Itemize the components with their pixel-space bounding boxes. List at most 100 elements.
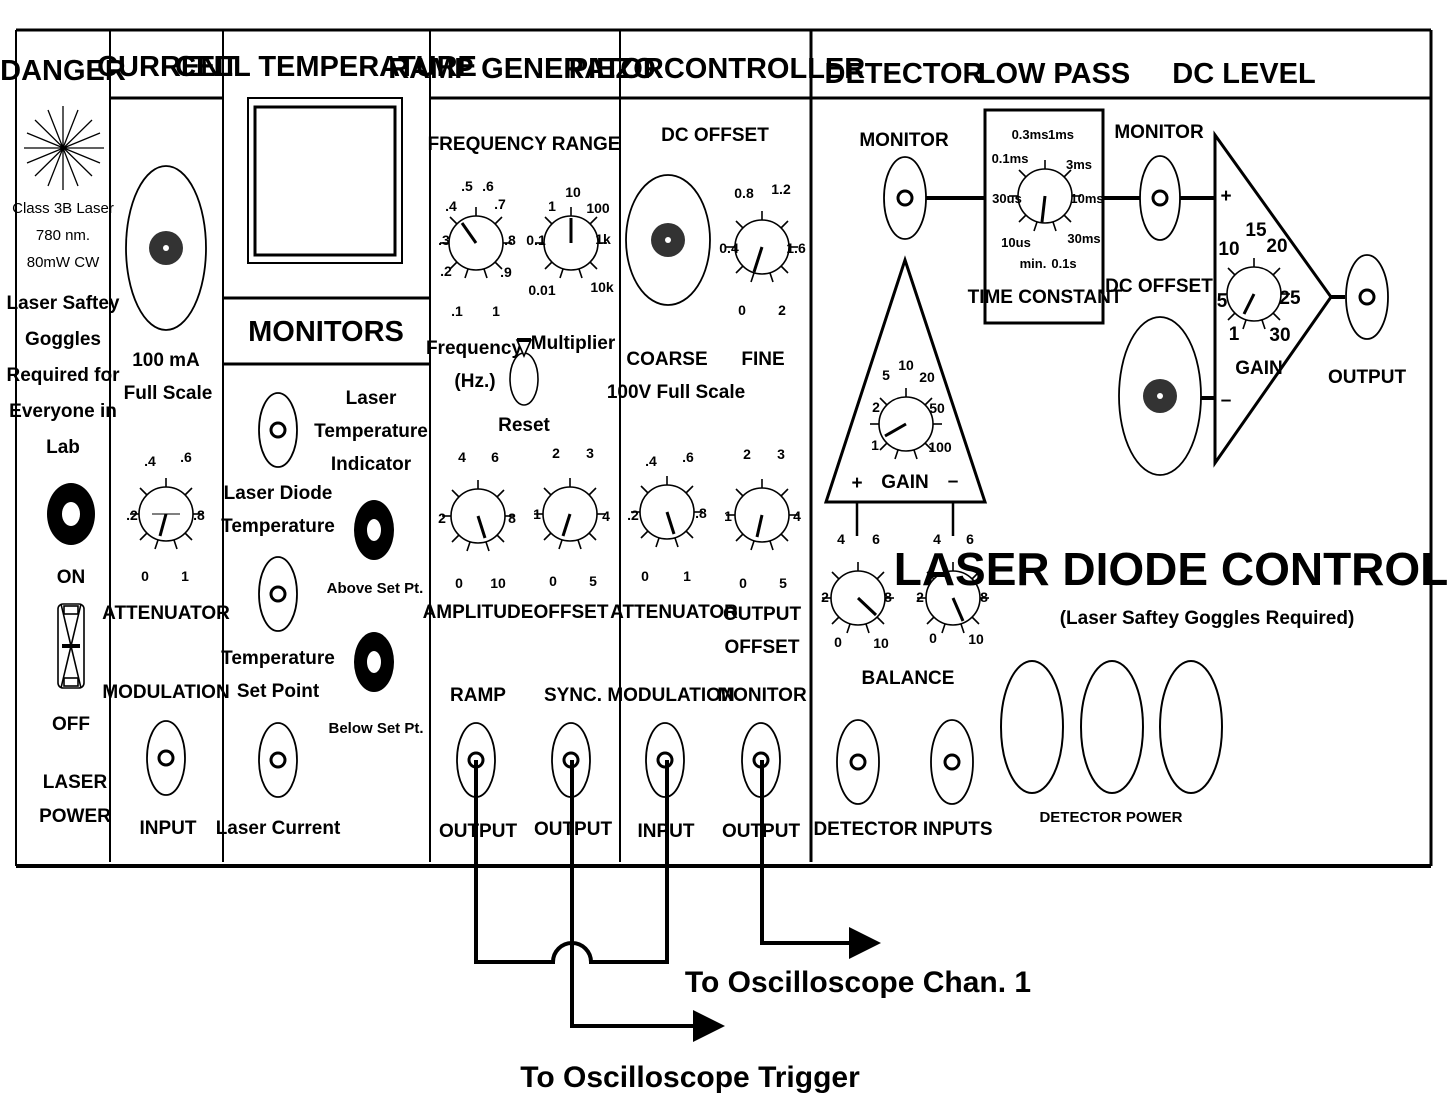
piezo-out-tick-3: 3 (777, 446, 785, 462)
detector-plus-sign: + (851, 473, 862, 494)
current-modulation-label: MODULATION (102, 682, 229, 703)
tc-tick-3ms: 3ms (1066, 157, 1092, 172)
reset-button[interactable] (509, 338, 539, 406)
laser-diode-temperature-line2: Temperature (221, 516, 335, 537)
frequency-knob[interactable] (439, 206, 513, 279)
mult-tick-10k: 10k (590, 279, 614, 295)
goggles-warning-line3: Required for (7, 365, 121, 386)
piezo-attenuator-knob[interactable] (630, 475, 704, 548)
current-modulation-input-jack[interactable] (145, 719, 187, 797)
balance-knob-right[interactable] (916, 561, 990, 634)
mult-tick-0-1: 0.1 (526, 232, 546, 248)
ramp-offset-label: OFFSET (534, 602, 609, 623)
tc-tick-10us: 10us (1001, 235, 1031, 250)
det-gain-tick-2: 2 (872, 399, 880, 415)
mult-tick-10: 10 (565, 184, 581, 200)
goggles-warning-line4: Everyone in (9, 401, 117, 422)
on-indicator-ring (47, 483, 95, 545)
amplitude-knob[interactable] (441, 479, 515, 552)
detector-input-jack-right[interactable] (930, 719, 974, 805)
piezo-fine-knob[interactable] (725, 210, 799, 283)
laser-power-text: 80mW CW (27, 254, 100, 271)
current-att-tick-0: 0 (141, 568, 149, 584)
goggles-warning-line1: Laser Saftey (6, 293, 119, 314)
dc-gain-tick-20: 20 (1266, 236, 1287, 257)
freq-tick-10: 1 (492, 303, 500, 319)
oscilloscope-chan1-label: To Oscilloscope Chan. 1 (685, 966, 1031, 999)
dc-level-output-label: OUTPUT (1328, 367, 1407, 388)
detector-gain-knob[interactable] (869, 387, 943, 460)
piezo-output-offset-line2: OFFSET (725, 637, 800, 658)
header-ramp-generator: RAMP GENERATOR (388, 53, 664, 85)
header-monitors: MONITORS (248, 316, 404, 348)
current-att-tick-2: .2 (126, 507, 138, 523)
temperature-set-point-jack[interactable] (257, 555, 299, 633)
freq-tick-9: .9 (500, 264, 512, 280)
det-gain-tick-5: 5 (882, 367, 890, 383)
balance-knob-left[interactable] (821, 561, 895, 634)
current-attenuator-label: ATTENUATOR (102, 603, 230, 624)
det-gain-tick-50: 50 (929, 400, 945, 416)
tc-tick-30ms: 30ms (1067, 231, 1100, 246)
ramp-off-tick-0: 0 (549, 573, 557, 589)
piezo-monitor-output-label: OUTPUT (722, 821, 801, 842)
piezo-dc-offset-label: DC OFFSET (661, 125, 769, 146)
bal-right-tick-10: 10 (968, 631, 984, 647)
oscilloscope-trigger-label: To Oscilloscope Trigger (520, 1061, 860, 1094)
current-input-label: INPUT (140, 818, 197, 839)
ramp-output-label: OUTPUT (439, 821, 518, 842)
freq-tick-6: .6 (482, 178, 494, 194)
current-att-tick-1: 1 (181, 568, 189, 584)
multiplier-knob[interactable] (534, 206, 608, 279)
laser-power-toggle-switch[interactable] (57, 603, 85, 689)
ramp-offset-knob[interactable] (533, 477, 607, 550)
goggles-warning-line5: Lab (46, 437, 80, 458)
laser-diode-temperature-jack[interactable] (257, 391, 299, 469)
piezo-att-tick-0: 0 (641, 568, 649, 584)
amp-tick-8: 8 (508, 510, 516, 526)
piezo-monitor-label: MONITOR (717, 685, 807, 706)
current-attenuator-knob[interactable] (129, 477, 203, 550)
current-att-tick-4: .4 (144, 453, 156, 469)
panel-subtitle: (Laser Saftey Goggles Required) (1060, 608, 1355, 629)
dc-level-output-jack[interactable] (1345, 254, 1389, 340)
current-knob[interactable] (125, 165, 207, 331)
balance-label: BALANCE (862, 668, 955, 689)
coarse-label: COARSE (626, 349, 707, 370)
tc-tick-10ms: 10ms (1070, 191, 1103, 206)
piezo-coarse-knob[interactable] (625, 174, 711, 306)
det-gain-tick-10: 10 (898, 357, 914, 373)
piezo-out-tick-0: 0 (739, 575, 747, 591)
det-gain-tick-20: 20 (919, 369, 935, 385)
laser-current-jack[interactable] (257, 721, 299, 799)
detector-gain-amplifier (823, 255, 988, 504)
det-gain-tick-1: 1 (871, 437, 879, 453)
dc-level-monitor-jack[interactable] (1139, 155, 1181, 241)
current-att-tick-8: .8 (193, 507, 205, 523)
time-constant-knob[interactable] (1008, 159, 1082, 232)
sync-label: SYNC. (544, 685, 602, 706)
goggles-warning-line2: Goggles (25, 329, 101, 350)
piezo-output-offset-knob[interactable] (725, 478, 799, 551)
bal-right-tick-8: 8 (980, 589, 988, 605)
piezo-attenuator-label: ATTENUATOR (610, 602, 738, 623)
dc-gain-tick-25: 25 (1279, 288, 1301, 309)
amplitude-label: AMPLITUDE (423, 602, 534, 623)
detector-power-label: DETECTOR POWER (1039, 809, 1182, 826)
laser-starburst-icon (24, 106, 104, 190)
fine-tick-0-8: 0.8 (734, 185, 754, 201)
detector-monitor-jack[interactable] (883, 156, 927, 240)
fine-tick-0: 0 (738, 302, 746, 318)
detector-input-jack-left[interactable] (836, 719, 880, 805)
dc-level-offset-knob[interactable] (1118, 316, 1202, 476)
piezo-out-tick-1: 1 (724, 508, 732, 524)
dc-level-gain-knob[interactable] (1217, 257, 1291, 330)
detector-monitor-label: MONITOR (859, 130, 949, 151)
laser-class-text: Class 3B Laser (12, 200, 114, 217)
tc-tick-30us: 30us (992, 191, 1022, 206)
mult-tick-1k: 1k (595, 231, 611, 247)
freq-tick-4: .4 (445, 198, 457, 214)
temperature-indicator-line1: Laser (346, 388, 397, 409)
fine-label: FINE (741, 349, 784, 370)
freq-tick-5: .5 (461, 178, 473, 194)
